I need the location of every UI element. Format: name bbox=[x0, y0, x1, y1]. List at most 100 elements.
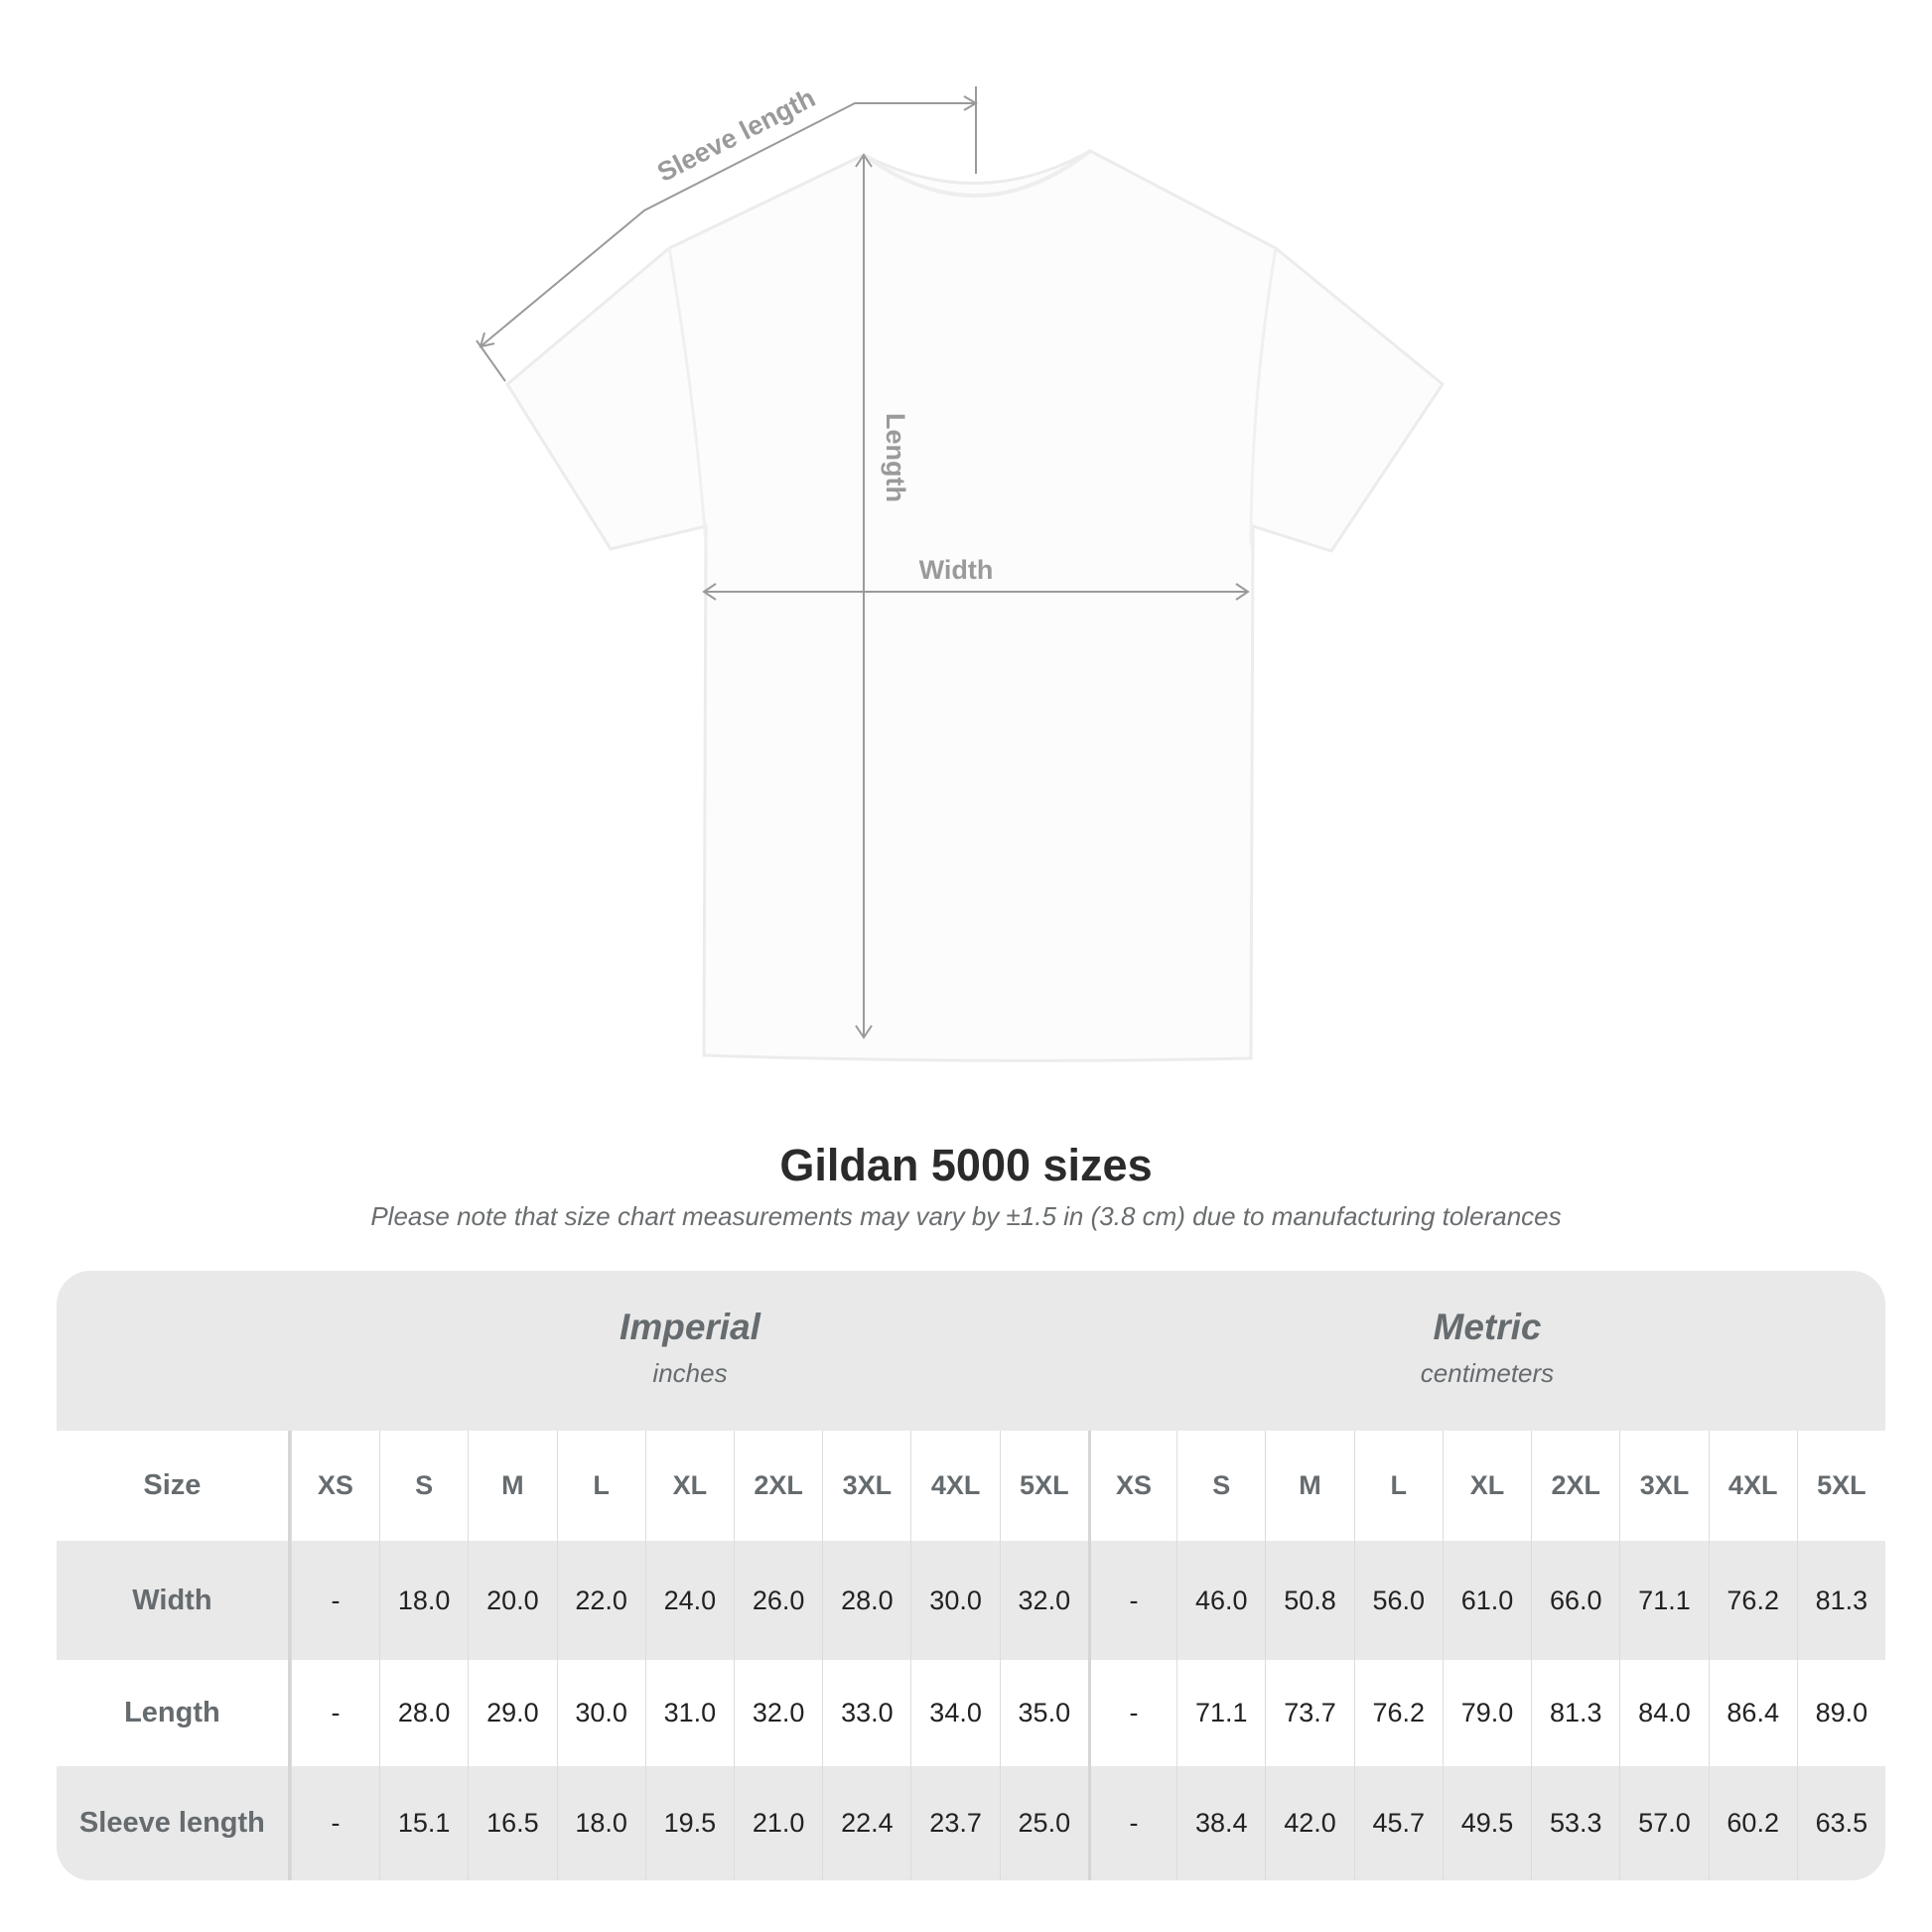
imperial-value: - bbox=[290, 1660, 379, 1766]
imperial-value: - bbox=[290, 1766, 379, 1880]
sleeve-length-line bbox=[480, 102, 976, 347]
imperial-value: 18.0 bbox=[556, 1766, 645, 1880]
metric-unit: centimeters bbox=[1420, 1358, 1555, 1388]
metric-value: 60.2 bbox=[1708, 1766, 1797, 1880]
imperial-value: 16.5 bbox=[468, 1766, 556, 1880]
imperial-value: - bbox=[290, 1541, 379, 1660]
metric-value: 45.7 bbox=[1353, 1766, 1443, 1880]
collar-seam bbox=[862, 149, 1092, 198]
imperial-value: 24.0 bbox=[644, 1541, 734, 1660]
imperial-size-m: M bbox=[468, 1431, 556, 1541]
imperial-size-4xl: 4XL bbox=[910, 1431, 999, 1541]
metric-value: 50.8 bbox=[1265, 1541, 1353, 1660]
metric-value: 63.5 bbox=[1796, 1766, 1885, 1880]
imperial-value: 30.0 bbox=[910, 1541, 999, 1660]
imperial-value: 18.0 bbox=[379, 1541, 468, 1660]
metric-value: 66.0 bbox=[1531, 1541, 1619, 1660]
metric-value: - bbox=[1087, 1541, 1176, 1660]
imperial-value: 34.0 bbox=[910, 1660, 999, 1766]
table-row-sleeve-length: Sleeve length -15.1 16.5 18.0 19.5 21.0 22.4 23… bbox=[57, 1766, 1885, 1880]
size-table: Imperial inches Metric centimeters Size X… bbox=[57, 1271, 1885, 1880]
imperial-value: 20.0 bbox=[468, 1541, 556, 1660]
metric-value: 86.4 bbox=[1708, 1660, 1797, 1766]
metric-size-2xl: 2XL bbox=[1531, 1431, 1619, 1541]
metric-value: 38.4 bbox=[1176, 1766, 1265, 1880]
size-label: Size bbox=[57, 1431, 291, 1541]
imperial-value: 22.4 bbox=[822, 1766, 910, 1880]
metric-size-m: M bbox=[1265, 1431, 1353, 1541]
imperial-value: 28.0 bbox=[379, 1660, 468, 1766]
table-row-width: Width -18.0 20.0 22.0 24.0 26.0 28.0 30.0 32.0-4… bbox=[57, 1541, 1885, 1660]
metric-size-xl: XL bbox=[1442, 1431, 1531, 1541]
imperial-value: 23.7 bbox=[910, 1766, 999, 1880]
metric-value: - bbox=[1087, 1766, 1176, 1880]
row-label: Sleeve length bbox=[57, 1766, 291, 1880]
imperial-size-s: S bbox=[379, 1431, 468, 1541]
metric-value: 71.1 bbox=[1176, 1660, 1265, 1766]
metric-value: 76.2 bbox=[1353, 1660, 1443, 1766]
chart-title: Gildan 5000 sizes bbox=[779, 1140, 1153, 1190]
tolerance-note: Please note that size chart measurements… bbox=[370, 1201, 1562, 1231]
imperial-value: 21.0 bbox=[734, 1766, 822, 1880]
metric-name: Metric bbox=[1433, 1307, 1542, 1347]
metric-value: 61.0 bbox=[1442, 1541, 1531, 1660]
imperial-value: 26.0 bbox=[734, 1541, 822, 1660]
width-arrowheads bbox=[702, 583, 1250, 601]
tshirt-diagram: Sleeve length Length Width bbox=[476, 82, 1446, 1062]
metric-value: - bbox=[1087, 1660, 1176, 1766]
sleeve-arrowheads bbox=[479, 95, 978, 348]
imperial-size-2xl: 2XL bbox=[734, 1431, 822, 1541]
imperial-value: 35.0 bbox=[999, 1660, 1088, 1766]
table-row-length: Length -28.0 29.0 30.0 31.0 32.0 33.0 34.0 35.0-… bbox=[57, 1660, 1885, 1766]
tshirt-shape bbox=[505, 149, 1446, 1062]
imperial-value: 32.0 bbox=[734, 1660, 822, 1766]
metric-size-xs: XS bbox=[1087, 1431, 1176, 1541]
row-label: Width bbox=[57, 1541, 291, 1660]
metric-value: 81.3 bbox=[1796, 1541, 1885, 1660]
sleeve-length-label: Sleeve length bbox=[652, 82, 820, 188]
imperial-value: 28.0 bbox=[822, 1541, 910, 1660]
metric-value: 71.1 bbox=[1619, 1541, 1708, 1660]
width-label: Width bbox=[919, 555, 994, 585]
row-label: Length bbox=[57, 1660, 291, 1766]
metric-value: 84.0 bbox=[1619, 1660, 1708, 1766]
metric-value: 56.0 bbox=[1353, 1541, 1443, 1660]
imperial-value: 15.1 bbox=[379, 1766, 468, 1880]
imperial-size-3xl: 3XL bbox=[822, 1431, 910, 1541]
metric-value: 49.5 bbox=[1442, 1766, 1531, 1880]
metric-header: Metric centimeters bbox=[1089, 1271, 1885, 1431]
sleeve-seams bbox=[667, 247, 1278, 546]
header-band bbox=[57, 1271, 1885, 1431]
metric-value: 81.3 bbox=[1531, 1660, 1619, 1766]
size-header-row: Size XS S M L XL 2XL 3XL 4XL 5XL XS S M L XL 2XL 3XL 4XL 5… bbox=[57, 1431, 1885, 1541]
imperial-name: Imperial bbox=[620, 1307, 760, 1347]
imperial-size-l: L bbox=[556, 1431, 645, 1541]
metric-value: 89.0 bbox=[1796, 1660, 1885, 1766]
imperial-value: 33.0 bbox=[822, 1660, 910, 1766]
imperial-value: 30.0 bbox=[556, 1660, 645, 1766]
imperial-value: 29.0 bbox=[468, 1660, 556, 1766]
metric-value: 73.7 bbox=[1265, 1660, 1353, 1766]
metric-value: 57.0 bbox=[1619, 1766, 1708, 1880]
imperial-size-5xl: 5XL bbox=[999, 1431, 1088, 1541]
imperial-header: Imperial inches bbox=[291, 1271, 1089, 1431]
metric-size-5xl: 5XL bbox=[1796, 1431, 1885, 1541]
metric-value: 46.0 bbox=[1176, 1541, 1265, 1660]
metric-value: 79.0 bbox=[1442, 1660, 1531, 1766]
imperial-size-xs: XS bbox=[290, 1431, 379, 1541]
length-label: Length bbox=[881, 413, 910, 502]
metric-value: 76.2 bbox=[1708, 1541, 1797, 1660]
metric-size-l: L bbox=[1353, 1431, 1443, 1541]
imperial-value: 31.0 bbox=[644, 1660, 734, 1766]
metric-value: 42.0 bbox=[1265, 1766, 1353, 1880]
imperial-unit: inches bbox=[652, 1358, 728, 1388]
imperial-value: 19.5 bbox=[644, 1766, 734, 1880]
length-arrowheads bbox=[855, 153, 873, 1039]
metric-size-3xl: 3XL bbox=[1619, 1431, 1708, 1541]
metric-value: 53.3 bbox=[1531, 1766, 1619, 1880]
metric-size-s: S bbox=[1176, 1431, 1265, 1541]
imperial-value: 22.0 bbox=[556, 1541, 645, 1660]
metric-size-4xl: 4XL bbox=[1708, 1431, 1797, 1541]
imperial-size-xl: XL bbox=[644, 1431, 734, 1541]
imperial-value: 25.0 bbox=[999, 1766, 1088, 1880]
